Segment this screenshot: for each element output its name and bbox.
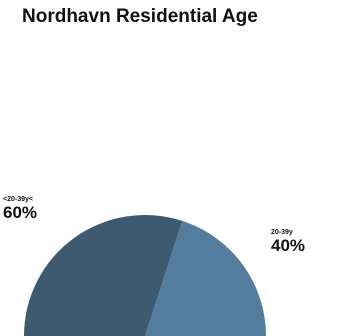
slices-group [23, 214, 266, 336]
slice-value-label: 60% [3, 203, 38, 222]
slice-category-label: <20-39y< [3, 196, 33, 203]
slice-category-label: 20-39y [271, 229, 293, 236]
pie-slice-0 [23, 214, 183, 336]
slice-value-label: 40% [271, 236, 306, 255]
pie-slice-1 [145, 220, 266, 336]
slice-label-right: 20-39y 40% [271, 229, 305, 254]
chart-title: Nordhavn Residential Age [22, 6, 258, 27]
slice-label-left: <20-39y< 60% [3, 196, 37, 221]
